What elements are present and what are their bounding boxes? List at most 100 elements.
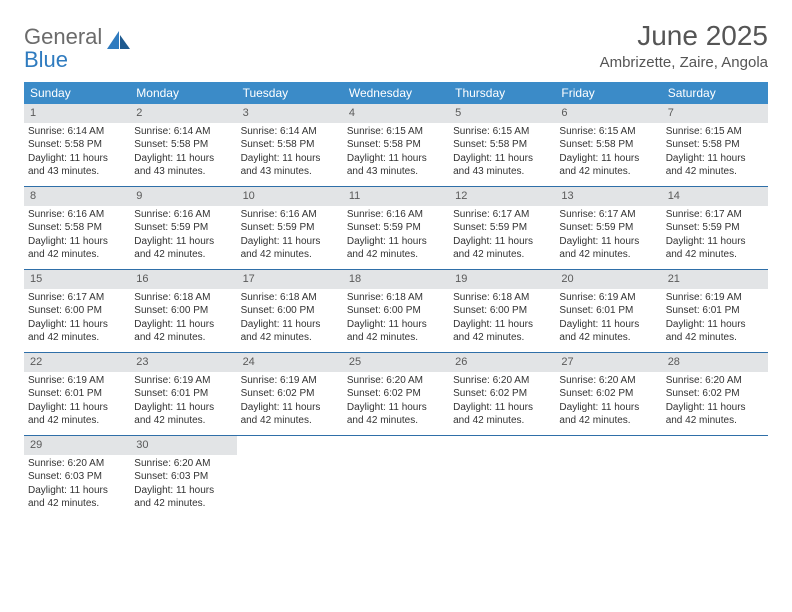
day-content: Sunrise: 6:20 AMSunset: 6:03 PMDaylight:… — [130, 457, 236, 511]
daylight-line: Daylight: 11 hours and 42 minutes. — [241, 318, 339, 345]
day-content: Sunrise: 6:17 AMSunset: 5:59 PMDaylight:… — [449, 208, 555, 262]
sunrise-line: Sunrise: 6:19 AM — [134, 374, 232, 388]
day-content: Sunrise: 6:16 AMSunset: 5:59 PMDaylight:… — [130, 208, 236, 262]
daylight-line: Daylight: 11 hours and 42 minutes. — [134, 401, 232, 428]
sunrise-line: Sunrise: 6:16 AM — [241, 208, 339, 222]
day-number: 8 — [24, 187, 130, 206]
day-cell: 22Sunrise: 6:19 AMSunset: 6:01 PMDayligh… — [24, 353, 130, 435]
day-cell: 14Sunrise: 6:17 AMSunset: 5:59 PMDayligh… — [662, 187, 768, 269]
sunrise-line: Sunrise: 6:16 AM — [347, 208, 445, 222]
day-cell — [343, 436, 449, 518]
day-cell: 18Sunrise: 6:18 AMSunset: 6:00 PMDayligh… — [343, 270, 449, 352]
daylight-line: Daylight: 11 hours and 43 minutes. — [347, 152, 445, 179]
day-cell: 29Sunrise: 6:20 AMSunset: 6:03 PMDayligh… — [24, 436, 130, 518]
day-number: 20 — [555, 270, 661, 289]
day-content: Sunrise: 6:14 AMSunset: 5:58 PMDaylight:… — [130, 125, 236, 179]
week-row: 22Sunrise: 6:19 AMSunset: 6:01 PMDayligh… — [24, 353, 768, 436]
daylight-line: Daylight: 11 hours and 42 minutes. — [666, 235, 764, 262]
sunset-line: Sunset: 6:00 PM — [28, 304, 126, 318]
day-content: Sunrise: 6:18 AMSunset: 6:00 PMDaylight:… — [343, 291, 449, 345]
day-cell: 11Sunrise: 6:16 AMSunset: 5:59 PMDayligh… — [343, 187, 449, 269]
day-number: 1 — [24, 104, 130, 123]
day-number: 26 — [449, 353, 555, 372]
logo: General Blue — [24, 26, 132, 72]
daylight-line: Daylight: 11 hours and 42 minutes. — [241, 401, 339, 428]
sunrise-line: Sunrise: 6:19 AM — [666, 291, 764, 305]
title-block: June 2025 Ambrizette, Zaire, Angola — [600, 20, 768, 71]
day-cell: 27Sunrise: 6:20 AMSunset: 6:02 PMDayligh… — [555, 353, 661, 435]
day-cell: 17Sunrise: 6:18 AMSunset: 6:00 PMDayligh… — [237, 270, 343, 352]
sunrise-line: Sunrise: 6:20 AM — [347, 374, 445, 388]
sunset-line: Sunset: 5:58 PM — [28, 221, 126, 235]
daylight-line: Daylight: 11 hours and 42 minutes. — [666, 152, 764, 179]
day-content: Sunrise: 6:19 AMSunset: 6:01 PMDaylight:… — [662, 291, 768, 345]
weekday-header: Tuesday — [237, 82, 343, 104]
weekday-header: Wednesday — [343, 82, 449, 104]
day-number: 28 — [662, 353, 768, 372]
day-content: Sunrise: 6:18 AMSunset: 6:00 PMDaylight:… — [237, 291, 343, 345]
day-cell — [449, 436, 555, 518]
sunrise-line: Sunrise: 6:18 AM — [453, 291, 551, 305]
daylight-line: Daylight: 11 hours and 42 minutes. — [559, 318, 657, 345]
sunset-line: Sunset: 6:03 PM — [28, 470, 126, 484]
daylight-line: Daylight: 11 hours and 42 minutes. — [666, 318, 764, 345]
day-content: Sunrise: 6:17 AMSunset: 5:59 PMDaylight:… — [662, 208, 768, 262]
sunrise-line: Sunrise: 6:17 AM — [666, 208, 764, 222]
daylight-line: Daylight: 11 hours and 42 minutes. — [241, 235, 339, 262]
daylight-line: Daylight: 11 hours and 42 minutes. — [134, 318, 232, 345]
day-cell: 9Sunrise: 6:16 AMSunset: 5:59 PMDaylight… — [130, 187, 236, 269]
day-cell: 4Sunrise: 6:15 AMSunset: 5:58 PMDaylight… — [343, 104, 449, 186]
day-content: Sunrise: 6:15 AMSunset: 5:58 PMDaylight:… — [555, 125, 661, 179]
day-number: 5 — [449, 104, 555, 123]
day-content: Sunrise: 6:16 AMSunset: 5:59 PMDaylight:… — [343, 208, 449, 262]
day-cell: 5Sunrise: 6:15 AMSunset: 5:58 PMDaylight… — [449, 104, 555, 186]
sunset-line: Sunset: 6:02 PM — [453, 387, 551, 401]
sunset-line: Sunset: 5:58 PM — [28, 138, 126, 152]
day-content: Sunrise: 6:16 AMSunset: 5:58 PMDaylight:… — [24, 208, 130, 262]
daylight-line: Daylight: 11 hours and 42 minutes. — [28, 484, 126, 511]
daylight-line: Daylight: 11 hours and 42 minutes. — [347, 401, 445, 428]
sunset-line: Sunset: 5:58 PM — [666, 138, 764, 152]
daylight-line: Daylight: 11 hours and 43 minutes. — [453, 152, 551, 179]
sunset-line: Sunset: 6:00 PM — [241, 304, 339, 318]
header: General Blue June 2025 Ambrizette, Zaire… — [24, 20, 768, 72]
sunset-line: Sunset: 5:58 PM — [453, 138, 551, 152]
sunset-line: Sunset: 5:59 PM — [347, 221, 445, 235]
daylight-line: Daylight: 11 hours and 42 minutes. — [134, 484, 232, 511]
sunrise-line: Sunrise: 6:16 AM — [28, 208, 126, 222]
day-content: Sunrise: 6:20 AMSunset: 6:02 PMDaylight:… — [449, 374, 555, 428]
sunset-line: Sunset: 5:59 PM — [559, 221, 657, 235]
day-number: 2 — [130, 104, 236, 123]
day-number: 7 — [662, 104, 768, 123]
month-title: June 2025 — [600, 20, 768, 52]
sunrise-line: Sunrise: 6:18 AM — [347, 291, 445, 305]
day-cell: 7Sunrise: 6:15 AMSunset: 5:58 PMDaylight… — [662, 104, 768, 186]
weekday-header: Saturday — [662, 82, 768, 104]
day-cell — [555, 436, 661, 518]
sunset-line: Sunset: 6:02 PM — [666, 387, 764, 401]
day-number: 21 — [662, 270, 768, 289]
sunset-line: Sunset: 6:01 PM — [134, 387, 232, 401]
sunset-line: Sunset: 5:59 PM — [453, 221, 551, 235]
day-cell: 24Sunrise: 6:19 AMSunset: 6:02 PMDayligh… — [237, 353, 343, 435]
weekday-header-row: SundayMondayTuesdayWednesdayThursdayFrid… — [24, 82, 768, 104]
sunrise-line: Sunrise: 6:18 AM — [241, 291, 339, 305]
day-cell — [662, 436, 768, 518]
daylight-line: Daylight: 11 hours and 42 minutes. — [559, 152, 657, 179]
daylight-line: Daylight: 11 hours and 42 minutes. — [453, 401, 551, 428]
daylight-line: Daylight: 11 hours and 42 minutes. — [134, 235, 232, 262]
sunset-line: Sunset: 6:00 PM — [347, 304, 445, 318]
sunrise-line: Sunrise: 6:20 AM — [134, 457, 232, 471]
week-row: 15Sunrise: 6:17 AMSunset: 6:00 PMDayligh… — [24, 270, 768, 353]
sunrise-line: Sunrise: 6:16 AM — [134, 208, 232, 222]
day-cell: 13Sunrise: 6:17 AMSunset: 5:59 PMDayligh… — [555, 187, 661, 269]
day-number: 15 — [24, 270, 130, 289]
sunset-line: Sunset: 5:58 PM — [241, 138, 339, 152]
logo-word-general: General — [24, 24, 102, 49]
sunrise-line: Sunrise: 6:15 AM — [347, 125, 445, 139]
daylight-line: Daylight: 11 hours and 42 minutes. — [559, 401, 657, 428]
sunrise-line: Sunrise: 6:19 AM — [241, 374, 339, 388]
sunset-line: Sunset: 6:03 PM — [134, 470, 232, 484]
day-number: 22 — [24, 353, 130, 372]
calendar: SundayMondayTuesdayWednesdayThursdayFrid… — [24, 82, 768, 518]
